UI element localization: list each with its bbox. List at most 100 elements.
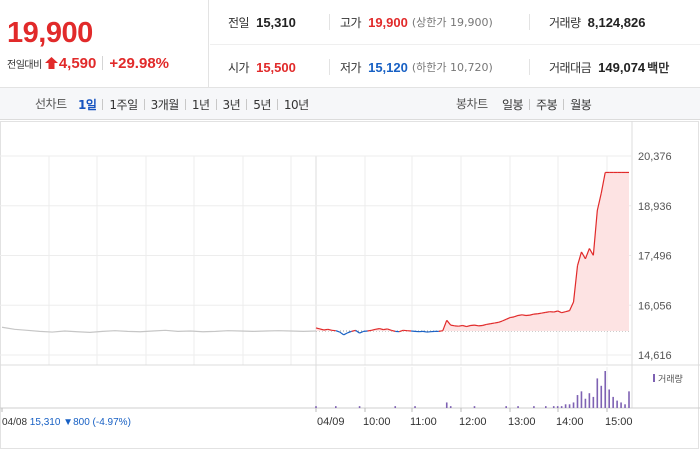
tab-divider bbox=[215, 98, 217, 110]
tab-line-period-0[interactable]: 1일 bbox=[78, 97, 97, 112]
series-line-segment bbox=[557, 310, 562, 314]
amount-unit: 백만 bbox=[647, 60, 670, 75]
tab-divider bbox=[143, 98, 145, 110]
chart-tab-bar: 선차트 1일 1주일 3개월 1년 3년 5년 10년 봉차트 일봉 주봉 월봉 bbox=[0, 88, 700, 120]
volume-bar bbox=[604, 371, 607, 408]
series-line-segment bbox=[315, 327, 321, 330]
x-tick-label: 13:00 bbox=[508, 416, 536, 428]
volume-bar bbox=[552, 406, 555, 408]
tab-candle-period-0[interactable]: 일봉 bbox=[502, 97, 524, 112]
series-line-segment bbox=[600, 172, 606, 194]
volume-bar bbox=[544, 406, 547, 408]
stock-summary: 19,900 전일대비 4,590 +29.98% 전일 15,310 고가 1… bbox=[0, 0, 700, 88]
prev-close-cell: 전일 15,310 bbox=[228, 11, 296, 33]
volume-bar bbox=[588, 393, 591, 408]
tab-line-period-4[interactable]: 3년 bbox=[222, 97, 241, 112]
series-line-segment bbox=[596, 193, 602, 211]
series-line-segment bbox=[446, 319, 452, 326]
lower-limit: (하한가 10,720) bbox=[411, 61, 493, 74]
volume-bar bbox=[616, 400, 618, 408]
low-label: 저가 bbox=[340, 60, 362, 75]
volume-legend-swatch bbox=[653, 374, 655, 382]
volume-bar bbox=[572, 402, 575, 408]
series-line-segment bbox=[387, 328, 392, 331]
tab-divider bbox=[563, 98, 565, 110]
tab-divider bbox=[246, 98, 248, 110]
y-tick-label: 17,496 bbox=[638, 251, 672, 263]
series-line-segment bbox=[462, 324, 467, 328]
y-tick-label: 16,056 bbox=[638, 300, 672, 312]
series-line-segment bbox=[537, 312, 542, 315]
line-chart-tabs: 1일 1주일 3개월 1년 3년 5년 10년 bbox=[78, 88, 309, 120]
tab-line-period-1[interactable]: 1주일 bbox=[109, 97, 138, 112]
change-row: 전일대비 4,590 +29.98% bbox=[7, 54, 169, 72]
volume-bar bbox=[556, 406, 559, 408]
amount-label: 거래대금 bbox=[549, 60, 592, 75]
volume-bar bbox=[505, 406, 507, 408]
series-line-segment bbox=[319, 328, 325, 331]
price-chart-svg: 20,376 18,936 17,496 16,056 14,616 거래량 10:00 11… bbox=[0, 121, 700, 449]
series-line-segment bbox=[442, 320, 448, 331]
divider bbox=[329, 14, 330, 30]
volume-bar bbox=[315, 406, 317, 408]
series-line-segment bbox=[486, 323, 491, 326]
tab-line-period-5[interactable]: 5년 bbox=[253, 97, 271, 112]
series-line-segment bbox=[580, 251, 586, 260]
series-line-segment bbox=[494, 321, 499, 324]
volume-bar bbox=[584, 398, 587, 408]
series-line-segment bbox=[521, 314, 527, 317]
volume-cell: 거래량 8,124,826 bbox=[549, 11, 645, 33]
volume-value: 8,124,826 bbox=[587, 14, 646, 30]
tab-line-period-2[interactable]: 3개월 bbox=[150, 97, 180, 112]
tab-candle-period-2[interactable]: 월봉 bbox=[570, 97, 592, 112]
amount-cell: 거래대금 149,074 백만 bbox=[549, 56, 669, 78]
series-line-segment bbox=[351, 329, 356, 332]
volume-bar bbox=[473, 406, 476, 408]
previous-day-summary-part: ▼800 bbox=[60, 417, 90, 428]
high-label: 고가 bbox=[340, 15, 362, 30]
open-cell: 시가 15,500 bbox=[228, 56, 296, 78]
series-line-segment bbox=[383, 328, 388, 331]
series-line-segment bbox=[355, 329, 360, 334]
series-line-segment bbox=[458, 324, 463, 327]
divider bbox=[529, 14, 530, 30]
series-line-segment bbox=[490, 322, 495, 325]
volume-legend-label: 거래량 bbox=[658, 373, 683, 385]
change-rate: +29.98% bbox=[109, 54, 169, 72]
series-line-segment bbox=[510, 316, 515, 319]
tab-divider bbox=[102, 98, 104, 110]
series-line-segment bbox=[553, 310, 558, 313]
series-line-segment bbox=[592, 210, 598, 256]
x-tick-label: 12:00 bbox=[459, 416, 487, 428]
series-line-segment bbox=[359, 330, 364, 334]
divider bbox=[529, 59, 530, 75]
candle-chart-label: 봉차트 bbox=[456, 97, 488, 111]
series-line-segment bbox=[588, 248, 594, 256]
tab-divider bbox=[276, 98, 278, 110]
open-label: 시가 bbox=[228, 60, 250, 75]
series-line-segment bbox=[505, 316, 511, 320]
y-tick-label: 18,936 bbox=[638, 201, 672, 213]
series-line-segment bbox=[323, 328, 328, 331]
volume-bar bbox=[394, 406, 397, 408]
series-line-segment bbox=[545, 311, 550, 313]
series-line-segment bbox=[466, 324, 471, 328]
volume-bar bbox=[576, 395, 579, 408]
series-line-segment bbox=[327, 328, 332, 331]
x-tick-label: 10:00 bbox=[363, 416, 391, 428]
previous-day-summary-part: 15,310 bbox=[27, 417, 61, 428]
tab-line-period-3[interactable]: 1년 bbox=[191, 97, 210, 112]
series-line-segment bbox=[335, 330, 340, 333]
volume-bar bbox=[358, 406, 361, 408]
today-date-label: 04/09 bbox=[317, 416, 345, 428]
series-line-segment bbox=[375, 328, 380, 330]
series-line-segment bbox=[391, 329, 396, 332]
change-value: 4,590 bbox=[58, 54, 97, 72]
chart-frame bbox=[0, 121, 699, 449]
volume-bar bbox=[620, 402, 622, 408]
amount-value: 149,074 bbox=[598, 59, 646, 75]
tab-line-period-6[interactable]: 10년 bbox=[283, 97, 309, 112]
series-line-segment bbox=[379, 328, 384, 331]
series-line-segment bbox=[367, 329, 372, 332]
tab-candle-period-1[interactable]: 주봉 bbox=[536, 97, 558, 112]
